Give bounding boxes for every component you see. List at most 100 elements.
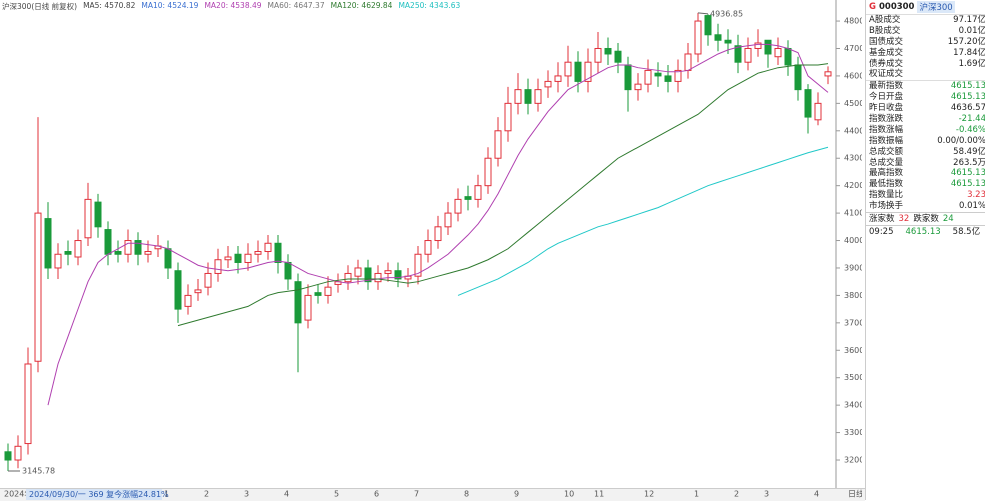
quote-value: 4636.57 [950, 103, 985, 114]
quote-label: 指数涨跌 [869, 114, 904, 125]
candle-body [384, 270, 392, 274]
candle-body [634, 83, 642, 91]
candle-body [64, 251, 72, 255]
quote-value: 3.23 [967, 190, 985, 201]
high-label: 4936.85 [710, 9, 743, 18]
candle-body [464, 196, 472, 200]
tick-time: 09:25 [869, 227, 894, 238]
candle-body [144, 251, 152, 255]
quote-label: 最高指数 [869, 168, 904, 179]
y-tick-label: 4200 [844, 181, 862, 190]
candle-body [444, 212, 452, 228]
x-tick-label: 4 [814, 490, 819, 499]
candle-body [344, 272, 352, 283]
candle-body [644, 69, 652, 85]
quote-label: 最低指数 [869, 179, 904, 190]
low-label: 3145.78 [22, 466, 55, 475]
candle-body [804, 89, 812, 118]
candle-body [124, 240, 132, 255]
x-tick-label: 9 [514, 490, 519, 499]
y-tick-label: 4800 [844, 17, 862, 26]
tick-row: 09:25 4615.13 58.5亿 [866, 225, 985, 238]
cursor-info: 2024/09/30/一 369 复今涨幅24.81% [29, 489, 169, 499]
x-axis-bar [0, 488, 865, 501]
candle-body [234, 253, 242, 263]
candle-body [514, 89, 522, 104]
legend-entry: MA120: 4629.84 [330, 1, 393, 10]
quote-value: 4615.13 [950, 81, 985, 92]
quote-row: B股成交 0.01亿 [866, 26, 985, 37]
candle-body [814, 102, 822, 121]
candle-body [84, 198, 92, 239]
x-tick-label: 2 [204, 490, 209, 499]
chart-title: 沪深300(日线 前复权) [2, 2, 78, 11]
candle-body [424, 240, 432, 255]
x-tick-label: 6 [374, 490, 379, 499]
quote-label: 总成交量 [869, 157, 904, 168]
quote-row: 最高指数 4615.13 [866, 168, 985, 179]
candle-body [24, 363, 32, 445]
quote-value: -0.46% [955, 124, 985, 135]
candle-body [34, 212, 42, 362]
quote-value: 0.00/0.00% [937, 135, 985, 146]
quote-row: 市场换手 0.01% [866, 201, 985, 212]
quote-value: 4615.13 [950, 168, 985, 179]
candle-body [824, 71, 832, 77]
candle-body [414, 253, 422, 277]
quote-row: 总成交额 58.49亿 [866, 147, 985, 158]
candle-body [754, 42, 762, 49]
candle-body [654, 72, 662, 77]
candle-body [174, 270, 182, 310]
ma-line [47, 43, 829, 406]
breadth-row: 涨家数 32 跌家数 24 [866, 212, 985, 225]
candle-body [524, 89, 532, 104]
x-tick-label: 2 [734, 490, 739, 499]
candle-body [494, 130, 502, 159]
up-label: 涨家数 [869, 214, 895, 225]
candle-body [704, 15, 712, 36]
candle-body [74, 240, 82, 258]
quote-label: 昨日收盘 [869, 103, 904, 114]
down-count: 24 [942, 214, 954, 225]
down-label: 跌家数 [913, 214, 939, 225]
x-tick-label: 3 [244, 490, 249, 499]
x-tick-label: 2024年 [4, 489, 32, 499]
x-tick-label: 7 [414, 490, 419, 499]
legend-entry: MA60: 4647.37 [267, 1, 325, 10]
quote-value: 0.01亿 [958, 25, 985, 36]
candle-body [674, 69, 682, 82]
y-tick-label: 3200 [844, 456, 862, 465]
candle-body [204, 272, 212, 288]
candle-body [214, 259, 222, 274]
candle-body [284, 261, 292, 280]
y-tick-label: 3900 [844, 263, 862, 272]
quote-label: 指数量比 [869, 190, 904, 201]
quote-row: 最新指数 4615.13 [866, 80, 985, 92]
x-tick-label: 11 [594, 490, 604, 499]
tick-amount: 58.5亿 [952, 227, 981, 238]
cursor-box [26, 489, 162, 500]
candle-body [164, 248, 172, 269]
candle-body [624, 64, 632, 91]
candle-body [764, 39, 772, 55]
candle-body [564, 61, 572, 77]
quote-value: 1.69亿 [958, 58, 985, 69]
legend-entry: MA10: 4524.19 [141, 1, 199, 10]
quote-row: 今日开盘 4615.13 [866, 92, 985, 103]
candle-body [784, 47, 792, 66]
quote-value: 17.84亿 [953, 47, 985, 58]
quote-label: 权证成交 [869, 69, 904, 80]
candle-body [194, 289, 202, 294]
candle-body [484, 157, 492, 187]
x-tick-label: 12 [644, 490, 654, 499]
quote-label: 基金成交 [869, 47, 904, 58]
quote-row: 国债成交 157.20亿 [866, 37, 985, 48]
quote-value: 263.5万 [953, 157, 985, 168]
candle-body [244, 253, 252, 263]
candle-body [224, 256, 232, 261]
candle-body [44, 218, 52, 269]
candle-body [534, 89, 542, 104]
candle-body [614, 50, 622, 63]
quote-row: 指数振幅 0.00/0.00% [866, 136, 985, 147]
